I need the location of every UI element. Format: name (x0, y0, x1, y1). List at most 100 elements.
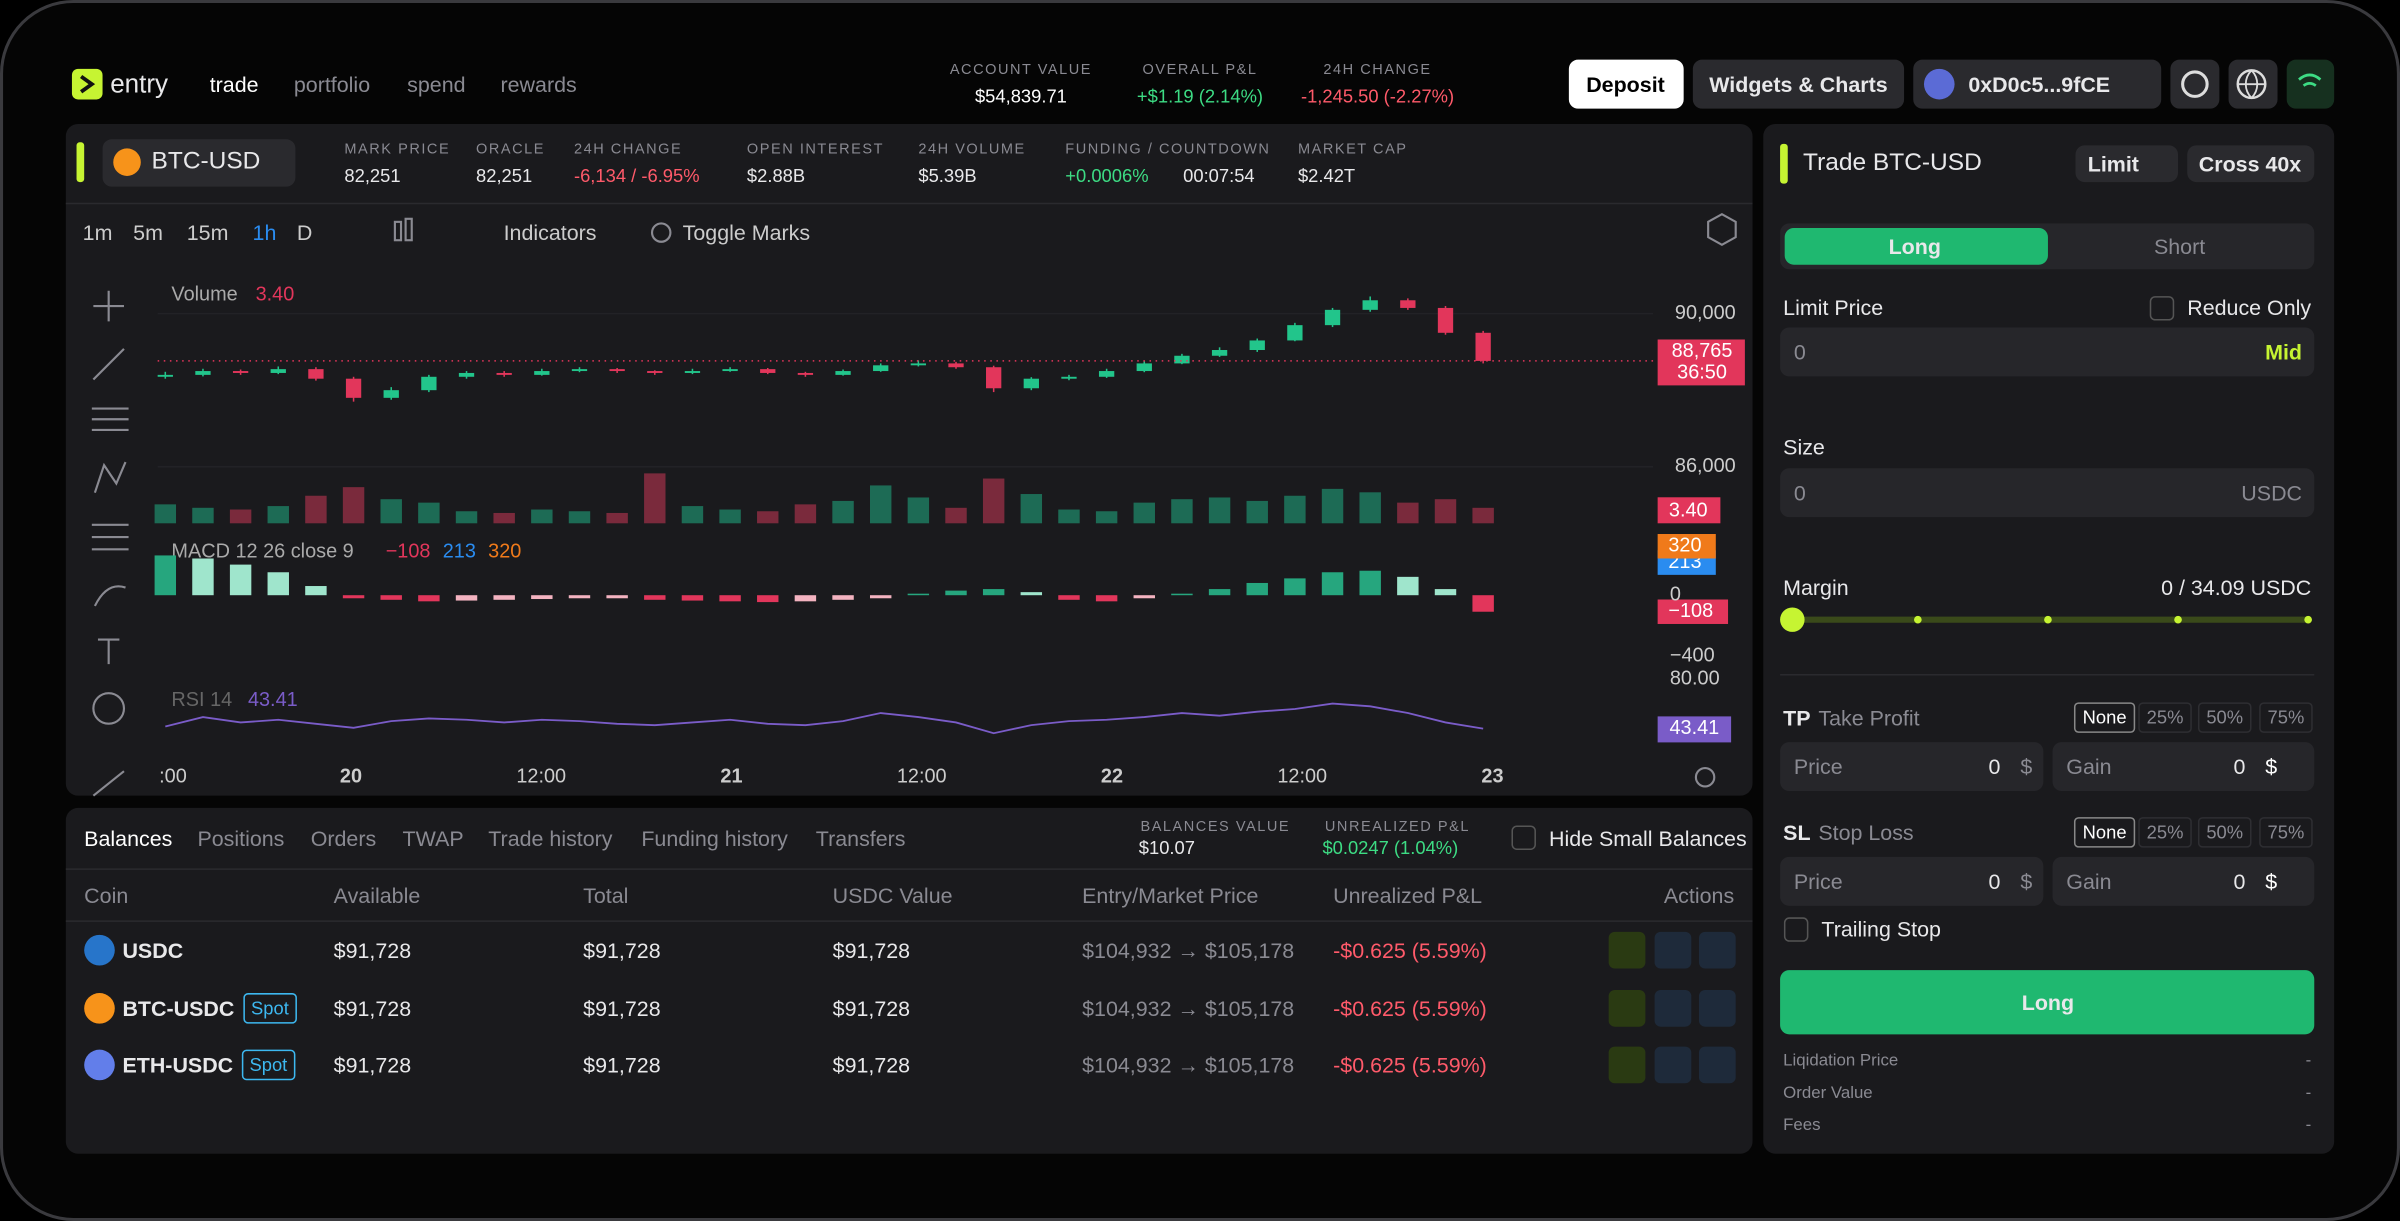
pct-option[interactable] (2073, 702, 2136, 733)
unit: USDC (2241, 480, 2303, 505)
hide-small[interactable]: Hide Small Balances (1548, 826, 1747, 851)
action-button[interactable] (1698, 989, 1736, 1026)
cell: $91,728 (832, 937, 911, 963)
language-button[interactable] (2228, 59, 2278, 109)
mid-button[interactable]: Mid (2265, 339, 2303, 365)
size-input[interactable] (1780, 468, 2315, 518)
symbol[interactable]: BTC-USD (151, 148, 261, 175)
cell: $91,728 (583, 995, 661, 1020)
order-type[interactable] (2075, 145, 2179, 183)
settings-button[interactable] (2170, 59, 2220, 109)
action-button[interactable] (1698, 931, 1736, 969)
pct-label[interactable]: 50% (2206, 706, 2244, 729)
side-long[interactable] (1784, 227, 2048, 265)
leverage[interactable] (2187, 145, 2315, 183)
cell: $91,728 (333, 1052, 412, 1078)
action-button[interactable] (1654, 931, 1692, 969)
market-stat-value: 00:07:54 (1183, 165, 1255, 187)
tpsl-code: TP (1783, 705, 1811, 730)
info-label: Order Value (1783, 1084, 1873, 1103)
tpsl-input[interactable] (1780, 856, 2044, 906)
table-header: Entry/Market Price (1082, 882, 1259, 908)
pct-option[interactable] (2073, 817, 2136, 848)
input-value: 0 (1988, 869, 2001, 894)
action-button[interactable] (1608, 931, 1646, 969)
pct-label[interactable]: None (2082, 706, 2127, 729)
action-button[interactable] (1698, 1046, 1736, 1084)
info-label: Liqidation Price (1783, 1051, 1899, 1071)
interval[interactable]: 15m (186, 220, 229, 245)
interval[interactable]: 1h (252, 220, 277, 245)
widgets-label[interactable]: Widgets & Charts (1709, 71, 1888, 97)
interval[interactable]: 1m (82, 220, 113, 245)
deposit-label[interactable]: Deposit (1586, 71, 1665, 97)
tab[interactable]: Positions (197, 826, 285, 851)
side[interactable]: Short (2153, 234, 2206, 259)
action-button[interactable] (1608, 989, 1646, 1026)
toggle-marks[interactable]: Toggle Marks (682, 220, 811, 245)
tab[interactable]: Trade history (488, 826, 613, 851)
input-label: Price (1793, 869, 1843, 894)
input-value: 0 (2233, 869, 2246, 894)
side[interactable]: Long (1888, 234, 1941, 259)
leverage-label[interactable]: Cross 40x (2198, 151, 2302, 176)
tab[interactable]: Balances (84, 826, 173, 851)
tpsl-input[interactable] (1780, 742, 2044, 792)
nav-link[interactable]: trade (209, 71, 259, 97)
pct-option[interactable] (2197, 817, 2252, 848)
tab[interactable]: Funding history (641, 826, 788, 851)
tab[interactable]: TWAP (402, 826, 464, 851)
pct-option[interactable] (2259, 702, 2313, 733)
nav-link[interactable]: spend (407, 71, 466, 97)
submit-button[interactable] (1780, 970, 2315, 1035)
stat-value: +$1.19 (2.14%) (1136, 85, 1264, 108)
tab[interactable]: Orders (310, 826, 377, 851)
tpsl-input[interactable] (2052, 856, 2315, 906)
order-type-label[interactable]: Limit (2087, 151, 2139, 176)
nav-link[interactable]: portfolio (293, 71, 371, 97)
deposit-button[interactable] (1568, 59, 1684, 109)
action-button[interactable] (1654, 1046, 1692, 1084)
interval[interactable]: D (296, 220, 313, 245)
tab[interactable]: Transfers (815, 826, 906, 851)
pct-option[interactable] (2138, 702, 2192, 733)
pct-option[interactable] (2197, 702, 2252, 733)
widgets-button[interactable] (1692, 59, 1905, 109)
table-header: Available (333, 882, 421, 908)
nav-link[interactable]: rewards (500, 71, 577, 97)
field-label: Margin (1783, 575, 1849, 600)
pct-option[interactable] (2138, 817, 2192, 848)
market-stat-label: FUNDING / COUNTDOWN (1065, 141, 1271, 158)
submit-label[interactable]: Long (2021, 989, 2075, 1015)
spot-tag: Spot (243, 992, 297, 1023)
network-button[interactable] (2286, 59, 2335, 109)
pct-label[interactable]: 75% (2267, 821, 2305, 844)
market-stat-value: -6,134 / -6.95% (573, 165, 700, 187)
unrealized-value: $0.0247 (1.04%) (1322, 836, 1459, 859)
limit-input[interactable] (1780, 327, 2315, 377)
indicators[interactable]: Indicators (503, 220, 597, 245)
cell: $91,728 (333, 937, 412, 963)
pct-label[interactable]: 25% (2146, 706, 2184, 729)
trailing-stop[interactable]: Trailing Stop (1821, 916, 1941, 942)
interval[interactable]: 5m (133, 220, 163, 245)
input-unit: $ (2265, 754, 2278, 779)
stat-value: -1,245.50 (-2.27%) (1300, 85, 1455, 108)
wallet-label[interactable]: 0xD0c5...9fCE (1968, 71, 2111, 97)
reduce-only[interactable]: Reduce Only (2187, 295, 2312, 320)
market-stat-label: 24H CHANGE (573, 141, 683, 158)
table-header: Total (583, 882, 629, 908)
pct-label[interactable]: 25% (2146, 821, 2184, 844)
wallet-button[interactable] (1913, 59, 2162, 109)
tpsl-input[interactable] (2052, 742, 2315, 792)
coin-icon (84, 934, 115, 966)
coin: BTC-USDC (122, 995, 235, 1020)
pct-option[interactable] (2259, 817, 2313, 848)
pct-label[interactable]: 50% (2206, 821, 2244, 844)
market-stat-label: 24H VOLUME (918, 141, 1026, 158)
pct-label[interactable]: None (2082, 821, 2127, 844)
pct-label[interactable]: 75% (2267, 706, 2305, 729)
input-value: 0 (1988, 754, 2001, 779)
action-button[interactable] (1608, 1046, 1646, 1084)
action-button[interactable] (1654, 989, 1692, 1026)
